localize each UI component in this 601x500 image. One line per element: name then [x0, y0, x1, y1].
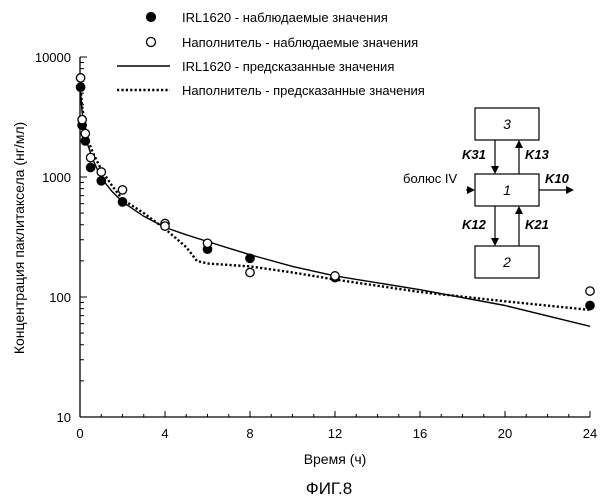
arrowhead-k21: [515, 206, 523, 214]
x-tick-label: 0: [76, 426, 83, 441]
arrowhead-bolus: [467, 186, 475, 194]
vehicle-observed-point: [586, 287, 594, 295]
irl1620-observed-point: [86, 163, 94, 171]
figure-caption: ФИГ.8: [306, 479, 352, 498]
x-tick-label: 4: [161, 426, 168, 441]
vehicle-observed-point: [76, 74, 84, 82]
x-tick-label: 8: [246, 426, 253, 441]
legend-label: Наполнитель - наблюдаемые значения: [182, 35, 418, 50]
vehicle-observed-point: [86, 153, 94, 161]
irl1620-observed-point: [76, 83, 84, 91]
label-bolus: болюс IV: [403, 171, 457, 186]
vehicle-observed-point: [246, 268, 254, 276]
label-k12: K12: [462, 217, 487, 232]
x-tick-label: 20: [498, 426, 512, 441]
label-k10: K10: [545, 171, 570, 186]
compartment-box-2-label: 2: [502, 254, 511, 270]
y-axis-label: Концентрация паклитаксела (нг/мл): [11, 122, 27, 354]
irl1620-observed-point: [118, 198, 126, 206]
vehicle-observed-point: [161, 222, 169, 230]
compartment-diagram: 3 1 2 K31 K13 K12 K21 K10 болюс IV: [403, 108, 574, 278]
vehicle-observed-point: [78, 116, 86, 124]
arrowhead-k10: [566, 186, 574, 194]
label-k31: K31: [462, 147, 486, 162]
vehicle-observed-point: [97, 168, 105, 176]
y-tick-label: 1000: [42, 170, 71, 185]
compartment-box-3-label: 3: [503, 116, 511, 132]
legend-label: Наполнитель - предсказанные значения: [182, 83, 425, 98]
y-tick-label: 10: [57, 410, 71, 425]
vehicle-observed-point: [81, 129, 89, 137]
arrowhead-k13: [515, 140, 523, 148]
x-tick-label: 12: [328, 426, 342, 441]
legend-marker-irl1620-observed: [147, 13, 156, 22]
arrowhead-k12: [491, 238, 499, 246]
y-tick-label: 10000: [35, 50, 71, 65]
legend-label: IRL1620 - предсказанные значения: [182, 59, 394, 74]
x-tick-label: 24: [583, 426, 597, 441]
compartment-box-1-label: 1: [503, 182, 511, 198]
label-k21: K21: [525, 217, 549, 232]
x-axis-label: Время (ч): [304, 451, 367, 467]
vehicle-observed-point: [331, 272, 339, 280]
legend-label: IRL1620 - наблюдаемые значения: [182, 10, 388, 25]
irl1620-observed-point: [586, 301, 594, 309]
label-k13: K13: [525, 147, 550, 162]
arrowhead-k31: [491, 166, 499, 174]
x-tick-label: 16: [413, 426, 427, 441]
irl1620-observed-point: [246, 254, 254, 262]
irl1620-observed-point: [97, 177, 105, 185]
legend-marker-vehicle-observed: [147, 38, 156, 47]
y-tick-label: 100: [49, 290, 71, 305]
legend: IRL1620 - наблюдаемые значения Наполнител…: [117, 10, 425, 98]
vehicle-observed-point: [203, 239, 211, 247]
vehicle-observed-point: [118, 186, 126, 194]
